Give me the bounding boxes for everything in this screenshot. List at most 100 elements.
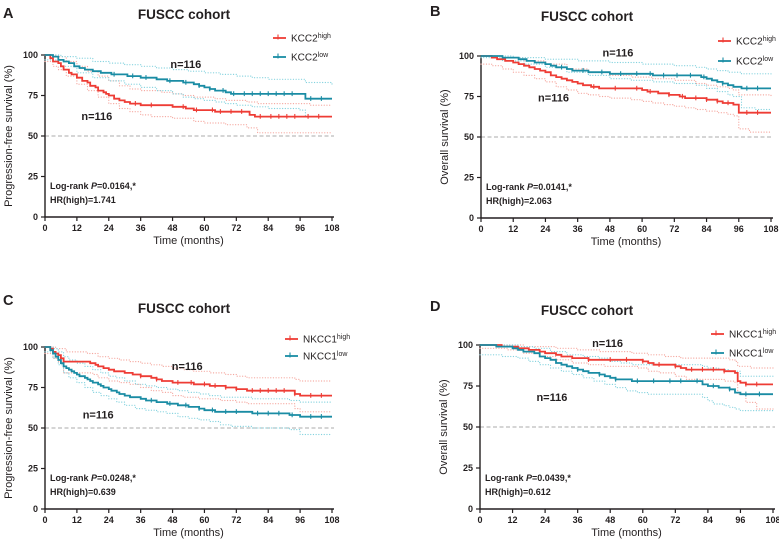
group-size-annotation: n=116: [538, 93, 569, 105]
legend-label: KCC2low: [291, 52, 329, 64]
y-axis-label: Overall survival (%): [439, 89, 451, 184]
ci-upper-KCC2low: [480, 55, 772, 76]
legend-label: NKCC1low: [303, 351, 348, 363]
y-tick-label: 25: [463, 463, 473, 473]
x-tick-label: 72: [231, 223, 241, 233]
km-panel-b: B FUSCC cohort 0 25 50 75 100 0 12 24 36 48 60 72 84 96…: [389, 0, 779, 272]
x-axis-label: Time (months): [591, 236, 662, 248]
x-tick-label: 96: [734, 224, 744, 234]
survival-curve-NKCC1low: [45, 346, 332, 418]
x-tick-label: 12: [508, 224, 518, 234]
x-tick-label: 72: [670, 515, 680, 525]
panel-label: B: [430, 4, 440, 20]
x-axis-label: Time (months): [591, 527, 662, 539]
km-chart-d: D FUSCC cohort 0 25 50 75 100 0 12 24 36 48 60 72 84 96…: [430, 299, 779, 539]
x-tick-label: 0: [478, 224, 483, 234]
x-tick-label: 108: [765, 515, 779, 525]
survival-curve-KCC2low: [45, 54, 332, 100]
ci-lower-KCC2low: [44, 59, 333, 119]
ci-lower-KCC2high: [44, 60, 333, 134]
y-tick-label: 0: [33, 212, 38, 222]
group-size-annotation: n=116: [83, 410, 114, 422]
x-tick-label: 36: [136, 223, 146, 233]
y-tick-label: 100: [23, 50, 38, 60]
x-tick-label: 0: [42, 223, 47, 233]
x-tick-label: 60: [199, 223, 209, 233]
legend-label: NKCC1high: [303, 334, 350, 346]
y-tick-label: 50: [28, 423, 38, 433]
legend-label: KCC2high: [291, 33, 331, 45]
x-tick-label: 48: [605, 515, 615, 525]
legend-label: KCC2low: [736, 56, 774, 68]
ci-upper-NKCC1high: [44, 346, 333, 382]
y-tick-label: 0: [468, 504, 473, 514]
ci-lower-NKCC1high: [44, 352, 333, 413]
y-tick-label: 50: [464, 132, 474, 142]
km-chart-b: B FUSCC cohort 0 25 50 75 100 0 12 24 36 48 60 72 84 96…: [430, 4, 779, 248]
chart-title: FUSCC cohort: [138, 301, 231, 316]
x-tick-label: 84: [702, 224, 712, 234]
y-axis-label: Progression-free survival (%): [3, 65, 15, 207]
x-tick-label: 48: [168, 515, 178, 525]
km-chart-c: C FUSCC cohort 0 25 50 75 100 0 12 24 36 48 60 72 84 96…: [3, 293, 350, 539]
x-tick-label: 96: [295, 515, 305, 525]
x-tick-label: 84: [263, 223, 273, 233]
km-panel-a: A FUSCC cohort 0 25 50 75 100 0 12 24 36 48 60 72 84 96…: [0, 0, 390, 272]
group-size-annotation: n=116: [592, 338, 623, 350]
x-tick-label: 72: [669, 224, 679, 234]
y-tick-label: 75: [463, 381, 473, 391]
survival-curve-NKCC1high: [45, 346, 332, 397]
panel-label: D: [430, 299, 440, 315]
ci-upper-NKCC1low: [44, 346, 333, 403]
group-size-annotation: n=116: [170, 59, 201, 71]
x-tick-label: 84: [263, 515, 273, 525]
chart-title: FUSCC cohort: [541, 9, 634, 24]
legend-label: NKCC1low: [729, 348, 774, 360]
survival-curve-NKCC1low: [480, 344, 773, 396]
x-tick-label: 24: [104, 223, 114, 233]
chart-title: FUSCC cohort: [541, 303, 634, 318]
ci-upper-NKCC1high: [479, 344, 774, 369]
y-tick-label: 50: [463, 422, 473, 432]
x-tick-label: 12: [72, 515, 82, 525]
y-axis-label: Progression-free survival (%): [3, 357, 15, 499]
x-tick-label: 48: [168, 223, 178, 233]
x-tick-label: 108: [324, 223, 339, 233]
survival-curve-NKCC1high: [480, 344, 773, 386]
x-tick-label: 0: [42, 515, 47, 525]
x-axis-label: Time (months): [153, 235, 224, 247]
chart-title: FUSCC cohort: [138, 7, 231, 22]
group-size-annotation: n=116: [602, 47, 633, 59]
x-tick-label: 84: [703, 515, 713, 525]
y-tick-label: 50: [28, 131, 38, 141]
survival-curve-KCC2high: [45, 54, 332, 118]
x-tick-label: 24: [104, 515, 114, 525]
survival-curve-KCC2low: [481, 55, 771, 90]
x-tick-label: 0: [477, 515, 482, 525]
x-axis-label: Time (months): [153, 527, 224, 539]
legend-label: KCC2high: [736, 36, 776, 48]
legend-label: NKCC1high: [729, 329, 776, 341]
x-tick-label: 36: [573, 515, 583, 525]
x-tick-label: 24: [540, 515, 550, 525]
panel-label: C: [3, 293, 14, 309]
group-size-annotation: n=116: [81, 111, 112, 123]
x-tick-label: 96: [295, 223, 305, 233]
y-tick-label: 0: [33, 504, 38, 514]
x-tick-label: 60: [638, 515, 648, 525]
y-tick-label: 100: [23, 342, 38, 352]
x-tick-label: 12: [72, 223, 82, 233]
km-panel-c: C FUSCC cohort 0 25 50 75 100 0 12 24 36 48 60 72 84 96…: [0, 271, 390, 543]
ci-lower-KCC2low: [480, 57, 772, 111]
km-panel-d: D FUSCC cohort 0 25 50 75 100 0 12 24 36 48 60 72 84 96…: [389, 271, 779, 543]
survival-curve-KCC2high: [481, 55, 771, 114]
y-tick-label: 75: [28, 91, 38, 101]
km-chart-a: A FUSCC cohort 0 25 50 75 100 0 12 24 36 48 60 72 84 96…: [3, 6, 340, 247]
y-tick-label: 100: [458, 340, 473, 350]
x-tick-label: 108: [763, 224, 778, 234]
x-tick-label: 60: [199, 515, 209, 525]
group-size-annotation: n=116: [536, 392, 567, 404]
x-tick-label: 36: [136, 515, 146, 525]
logrank-p-text: Log-rank P=0.0248,*: [50, 473, 136, 483]
hazard-ratio-text: HR(high)=2.063: [486, 196, 552, 206]
